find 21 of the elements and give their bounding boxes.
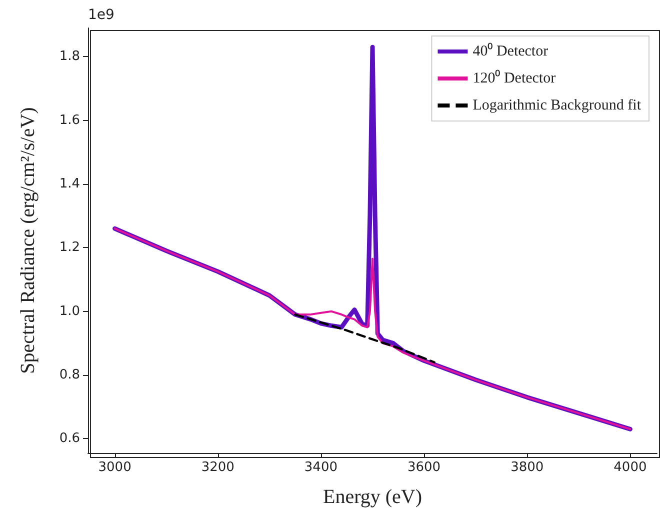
legend-label: Logarithmic Background fit	[472, 98, 642, 114]
y-tick-label: 1.4	[59, 176, 80, 192]
legend-label: 120⁰ Detector	[472, 70, 556, 86]
y-tick-label: 1.2	[59, 240, 80, 256]
line-series	[114, 228, 632, 430]
x-tick-label: 4000	[614, 460, 647, 475]
x-tick-label: 3600	[407, 460, 441, 475]
y-tick-label: 1.0	[59, 304, 80, 319]
text: 1e9	[88, 7, 114, 23]
legend-label: 40⁰ Detector	[472, 42, 548, 60]
y-axis-title: Spectral Radiance (erg/cm²/s/eV)	[17, 107, 39, 374]
line-series	[294, 313, 436, 364]
x-axis-title: Energy (eV)	[322, 486, 422, 508]
y-tick-label: 0.8	[59, 368, 80, 383]
y-tick-label: 1.6	[59, 112, 80, 128]
x-tick-label: 3200	[201, 460, 234, 475]
x-tick-label: 3800	[510, 460, 544, 475]
x-tick-label: 3000	[98, 460, 132, 475]
y-tick-label: 0.6	[59, 431, 80, 446]
y-tick-label: 1.8	[59, 49, 80, 64]
x-tick-label: 3400	[304, 460, 338, 475]
